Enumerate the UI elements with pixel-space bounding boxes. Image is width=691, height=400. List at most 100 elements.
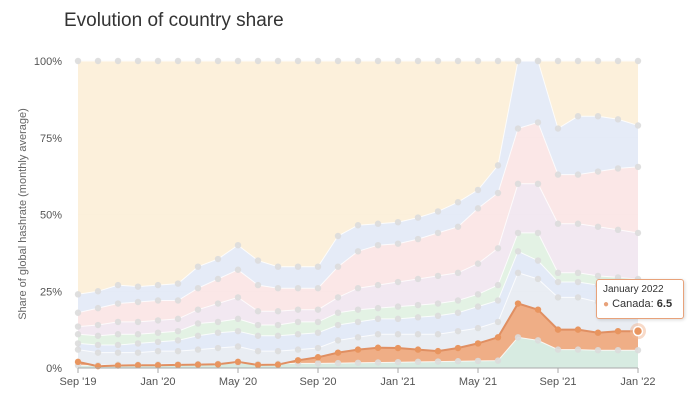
data-point [174, 315, 182, 323]
hover-point [632, 325, 644, 337]
data-point [574, 220, 582, 227]
data-point [494, 57, 502, 65]
data-point [174, 361, 182, 369]
data-point [354, 222, 362, 229]
data-point [354, 306, 362, 313]
data-point [134, 318, 142, 326]
data-point [514, 229, 522, 237]
data-point [114, 362, 122, 369]
data-point [634, 122, 642, 129]
data-point [294, 331, 302, 338]
y-tick-label: 0% [46, 363, 62, 375]
data-point [94, 349, 102, 356]
data-point [334, 57, 342, 65]
data-point [194, 320, 202, 327]
y-tick-label: 50% [40, 210, 62, 222]
data-point [334, 263, 342, 270]
data-point [554, 346, 562, 353]
data-point [394, 278, 402, 286]
data-point [134, 298, 142, 306]
data-point [134, 57, 142, 65]
data-point [214, 318, 222, 326]
data-point [374, 281, 382, 289]
data-point [234, 343, 242, 350]
data-point [634, 57, 642, 65]
data-point [374, 304, 382, 312]
data-point [74, 309, 82, 316]
data-point [574, 171, 582, 178]
data-point [154, 329, 162, 336]
data-point [494, 281, 502, 289]
data-point [174, 280, 182, 287]
tooltip-date: January 2022 [603, 284, 664, 295]
data-point [234, 294, 242, 301]
data-point [474, 260, 482, 267]
data-point [474, 324, 482, 332]
data-point [154, 362, 162, 369]
data-point [334, 294, 342, 301]
data-point [394, 57, 402, 65]
data-point [414, 301, 422, 309]
x-tick-label: Jan '22 [620, 376, 655, 388]
data-point [534, 57, 542, 65]
data-point [94, 321, 102, 329]
data-point [254, 257, 262, 264]
data-point [554, 171, 562, 178]
data-point [114, 300, 122, 307]
data-point [274, 284, 282, 292]
data-point [134, 349, 142, 356]
data-point [274, 347, 282, 355]
data-point [434, 347, 442, 355]
data-point [74, 291, 82, 298]
data-point [434, 272, 442, 280]
data-point [514, 269, 522, 277]
data-point [94, 304, 102, 312]
data-point [534, 275, 542, 283]
x-tick-label: Jan '21 [380, 376, 415, 388]
data-point [134, 362, 142, 369]
data-point [614, 327, 622, 335]
data-point [474, 303, 482, 310]
data-point [314, 360, 322, 367]
data-point [594, 223, 602, 230]
data-point [154, 57, 162, 65]
data-point [74, 340, 82, 347]
data-point [134, 331, 142, 338]
data-point [434, 312, 442, 320]
data-point [354, 284, 362, 292]
data-point [174, 297, 182, 304]
data-point [394, 358, 402, 366]
data-point [294, 346, 302, 353]
data-point [574, 113, 582, 120]
data-point [534, 337, 542, 344]
data-point [574, 278, 582, 286]
data-point [434, 57, 442, 65]
data-point [354, 346, 362, 353]
y-tick-label: 25% [40, 286, 62, 298]
series-points [74, 57, 646, 370]
data-point [394, 344, 402, 352]
data-point [214, 344, 222, 352]
x-tick-label: Sep '19 [60, 376, 97, 388]
data-point [394, 315, 402, 323]
y-tick-label: 100% [34, 56, 62, 68]
data-point [434, 358, 442, 365]
data-point [594, 57, 602, 65]
data-point [414, 275, 422, 283]
data-point [434, 208, 442, 215]
tooltip: January 2022 ● Canada: 6.5 [596, 279, 684, 319]
data-point [114, 318, 122, 326]
data-point [334, 359, 342, 367]
data-point [394, 218, 402, 226]
data-point [514, 125, 522, 132]
data-point [614, 116, 622, 123]
data-point [434, 229, 442, 237]
data-point [414, 214, 422, 221]
data-point [174, 347, 182, 355]
data-point [414, 57, 422, 65]
data-point [234, 57, 242, 65]
data-point [494, 297, 502, 304]
data-point [494, 189, 502, 197]
data-point [194, 346, 202, 353]
